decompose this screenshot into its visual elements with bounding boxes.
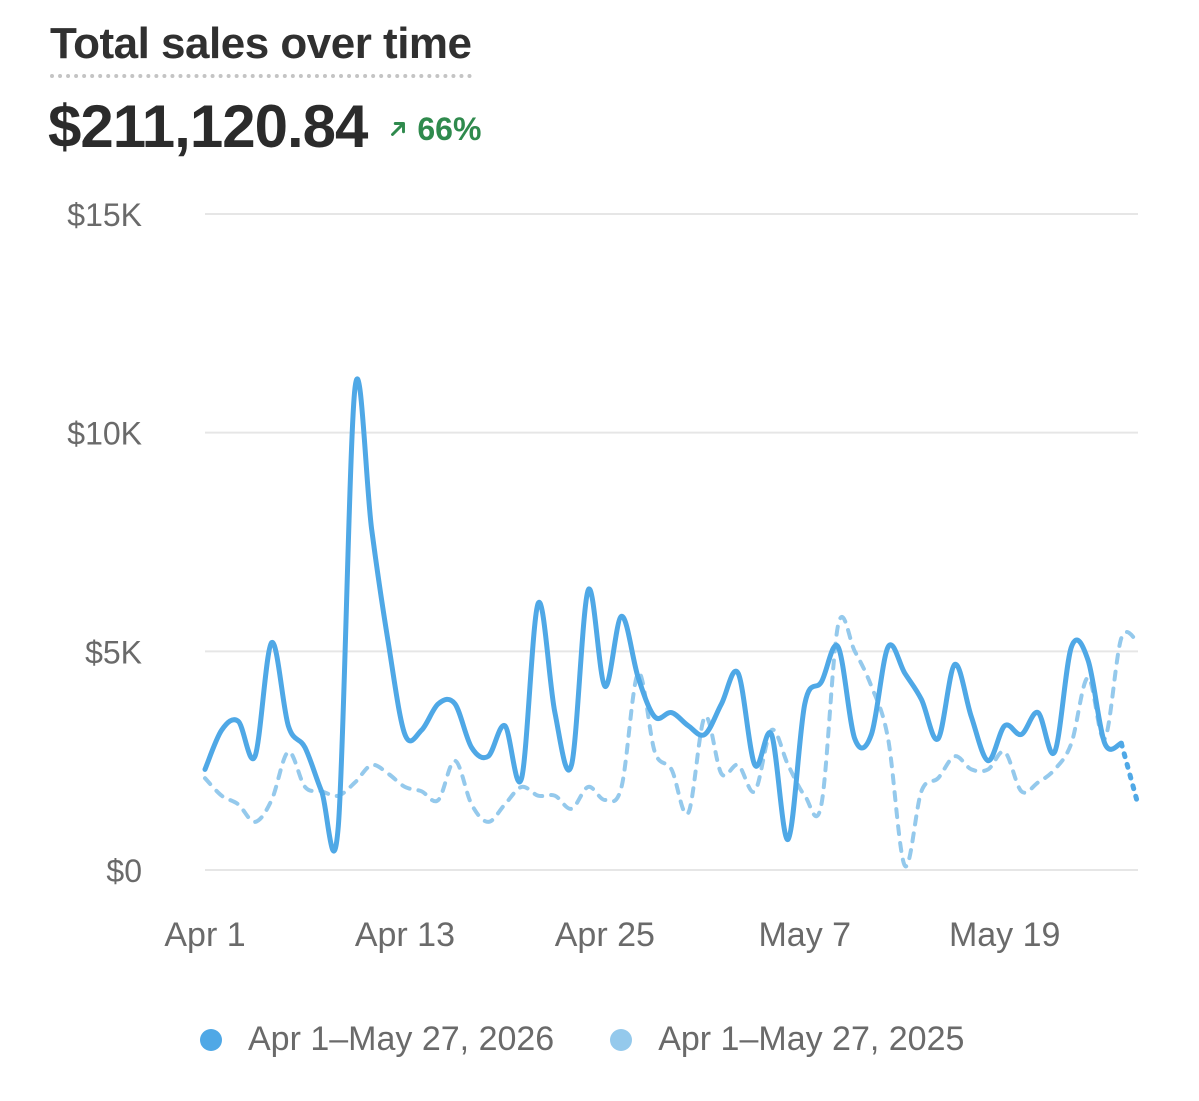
legend-label-2025: Apr 1–May 27, 2025	[658, 1020, 965, 1058]
x-tick-label: Apr 13	[355, 916, 455, 954]
total-row: $211,120.84 66%	[48, 92, 481, 162]
legend-label-2026: Apr 1–May 27, 2026	[248, 1020, 555, 1058]
y-tick-label: $5K	[85, 634, 142, 670]
chart-legend: Apr 1–May 27, 2026 Apr 1–May 27, 2025	[200, 1020, 1020, 1059]
legend-dot-2026	[200, 1028, 222, 1051]
change-percent: 66%	[417, 110, 482, 147]
series-line-2026-partial	[1118, 740, 1141, 807]
arrow-up-right-icon	[391, 122, 406, 136]
x-tick-label: Apr 25	[555, 916, 655, 954]
y-tick-label: $15K	[67, 197, 142, 233]
x-tick-label: Apr 1	[164, 916, 245, 954]
x-tick-label: May 19	[949, 916, 1061, 954]
total-sales-value: $211,120.84	[48, 93, 368, 160]
sales-line-chart[interactable]: $0 $5K $10K $15K Apr 1 Apr 13 Apr 25 May 7 May 1…	[0, 0, 1199, 1000]
change-badge: 66%	[387, 111, 481, 148]
legend-item-2025[interactable]: Apr 1–May 27, 2025	[610, 1020, 964, 1059]
y-tick-label: $0	[106, 853, 142, 889]
card-title[interactable]: Total sales over time	[50, 18, 472, 78]
x-tick-label: May 7	[758, 916, 851, 954]
series-line-2026[interactable]	[202, 376, 1124, 854]
series-line-2025[interactable]	[203, 614, 1140, 869]
legend-item-2026[interactable]: Apr 1–May 27, 2026	[200, 1020, 554, 1059]
legend-dot-2025	[610, 1028, 633, 1051]
y-tick-label: $10K	[67, 416, 142, 452]
